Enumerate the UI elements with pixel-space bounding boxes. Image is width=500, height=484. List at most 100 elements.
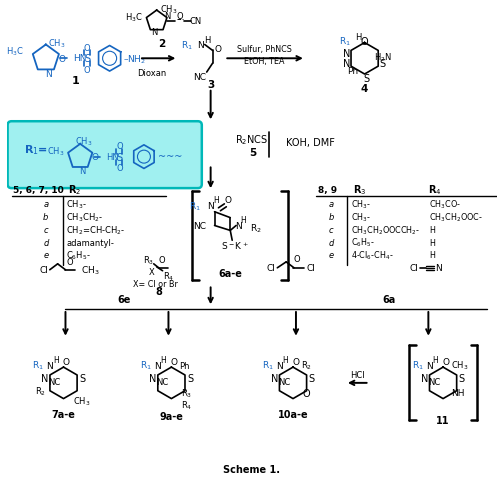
Text: H: H: [204, 36, 211, 45]
Text: R$_3$: R$_3$: [353, 183, 366, 197]
Text: R$_4$: R$_4$: [181, 398, 192, 411]
Text: N: N: [234, 222, 242, 230]
Text: S: S: [308, 373, 314, 383]
Text: CH$_3$: CH$_3$: [81, 264, 100, 276]
Text: c: c: [44, 226, 48, 234]
Text: CH$_3$-: CH$_3$-: [351, 211, 371, 224]
Text: CH$_3$-: CH$_3$-: [351, 198, 371, 211]
Text: 1: 1: [72, 76, 79, 86]
Text: CH$_3$CH$_2$OOC-: CH$_3$CH$_2$OOC-: [430, 211, 483, 224]
Text: H$_2$N: H$_2$N: [374, 51, 392, 63]
Text: X= Cl or Br: X= Cl or Br: [134, 279, 178, 288]
Text: –NH$_2$: –NH$_2$: [124, 53, 146, 65]
Text: CH$_3$CH$_2$OOCCH$_2$-: CH$_3$CH$_2$OOCCH$_2$-: [351, 224, 420, 236]
Text: 3: 3: [207, 80, 214, 90]
Text: 8, 9: 8, 9: [318, 185, 336, 194]
Text: 7a-e: 7a-e: [52, 409, 76, 420]
Text: Cl: Cl: [306, 264, 315, 272]
Text: H: H: [432, 355, 438, 364]
Text: O: O: [171, 357, 178, 366]
Text: N: N: [208, 202, 214, 211]
Text: CH$_3$: CH$_3$: [76, 136, 93, 148]
Text: a: a: [328, 200, 334, 209]
Text: Cl: Cl: [267, 264, 276, 272]
Text: 11: 11: [436, 415, 450, 425]
Text: R$_3$: R$_3$: [143, 254, 154, 267]
Text: R$_1$=: R$_1$=: [24, 143, 48, 156]
Text: S$^-$K$^+$: S$^-$K$^+$: [222, 240, 249, 252]
Text: H: H: [214, 196, 220, 205]
Text: NC: NC: [48, 378, 60, 387]
Text: N: N: [154, 361, 161, 370]
Text: S: S: [364, 74, 370, 84]
Text: CH$_3$: CH$_3$: [48, 37, 66, 50]
Text: C$_6$H$_5$-: C$_6$H$_5$-: [351, 237, 375, 249]
Text: 5: 5: [249, 148, 256, 157]
Text: d: d: [328, 238, 334, 247]
Text: c: c: [329, 226, 334, 234]
FancyBboxPatch shape: [8, 122, 202, 189]
Text: CH$_3$-: CH$_3$-: [66, 198, 87, 211]
Text: 10a-e: 10a-e: [278, 409, 308, 420]
Text: N: N: [420, 373, 428, 383]
Text: N: N: [270, 373, 278, 383]
Text: e: e: [44, 251, 49, 260]
Text: NH: NH: [451, 388, 464, 397]
Text: 2: 2: [158, 38, 165, 48]
Text: NC: NC: [428, 378, 440, 387]
Text: R$_1$: R$_1$: [262, 359, 274, 372]
Text: Sulfur, PhNCS: Sulfur, PhNCS: [237, 45, 292, 54]
Text: O: O: [92, 153, 98, 162]
Text: KOH, DMF: KOH, DMF: [286, 137, 335, 148]
Text: HN: HN: [106, 153, 118, 162]
Text: R$_1$: R$_1$: [181, 39, 193, 52]
Text: HCl: HCl: [350, 370, 365, 378]
Text: H: H: [53, 355, 59, 364]
Text: a: a: [44, 200, 49, 209]
Text: 4: 4: [361, 84, 368, 93]
Text: O: O: [84, 44, 90, 53]
Text: S: S: [84, 54, 90, 64]
Text: O: O: [116, 142, 122, 151]
Text: O: O: [84, 65, 90, 75]
Text: N: N: [198, 41, 204, 50]
Text: R$_3$: R$_3$: [181, 387, 192, 399]
Text: O: O: [442, 357, 450, 366]
Text: EtOH, TEA: EtOH, TEA: [244, 57, 285, 66]
Text: H: H: [240, 216, 246, 225]
Text: 5, 6, 7, 10: 5, 6, 7, 10: [14, 185, 64, 194]
Text: N: N: [426, 361, 432, 370]
Text: O: O: [292, 357, 300, 366]
Text: b: b: [43, 212, 49, 222]
Text: N: N: [344, 49, 350, 59]
Text: O: O: [177, 13, 184, 21]
Text: O: O: [225, 196, 232, 205]
Text: CH$_2$=CH-CH$_2$-: CH$_2$=CH-CH$_2$-: [66, 224, 126, 236]
Text: R$_2$: R$_2$: [35, 385, 46, 397]
Text: NC: NC: [278, 378, 290, 387]
Text: C$_6$H$_5$-: C$_6$H$_5$-: [66, 249, 92, 262]
Text: R$_1$: R$_1$: [339, 35, 351, 48]
Text: H: H: [356, 33, 362, 42]
Text: R$_1$: R$_1$: [412, 359, 424, 372]
Text: Scheme 1.: Scheme 1.: [224, 465, 280, 474]
Text: N: N: [435, 264, 442, 272]
Text: S: S: [79, 373, 85, 383]
Text: 9a-e: 9a-e: [160, 411, 184, 422]
Text: NC: NC: [156, 378, 168, 387]
Text: H: H: [160, 355, 166, 364]
Text: H: H: [430, 226, 435, 234]
Text: N: N: [276, 361, 282, 370]
Text: X: X: [149, 268, 154, 277]
Text: O: O: [158, 256, 165, 265]
Text: ~~~: ~~~: [158, 151, 182, 161]
Text: CH$_3$: CH$_3$: [47, 145, 64, 158]
Text: R$_1$: R$_1$: [140, 359, 152, 372]
Text: 8: 8: [155, 287, 162, 297]
Text: N: N: [344, 59, 350, 69]
Text: CN: CN: [190, 17, 202, 26]
Text: S: S: [116, 152, 122, 162]
Text: NC: NC: [194, 73, 206, 82]
Text: R$_2$: R$_2$: [301, 359, 312, 372]
Text: adamantyl-: adamantyl-: [66, 238, 114, 247]
